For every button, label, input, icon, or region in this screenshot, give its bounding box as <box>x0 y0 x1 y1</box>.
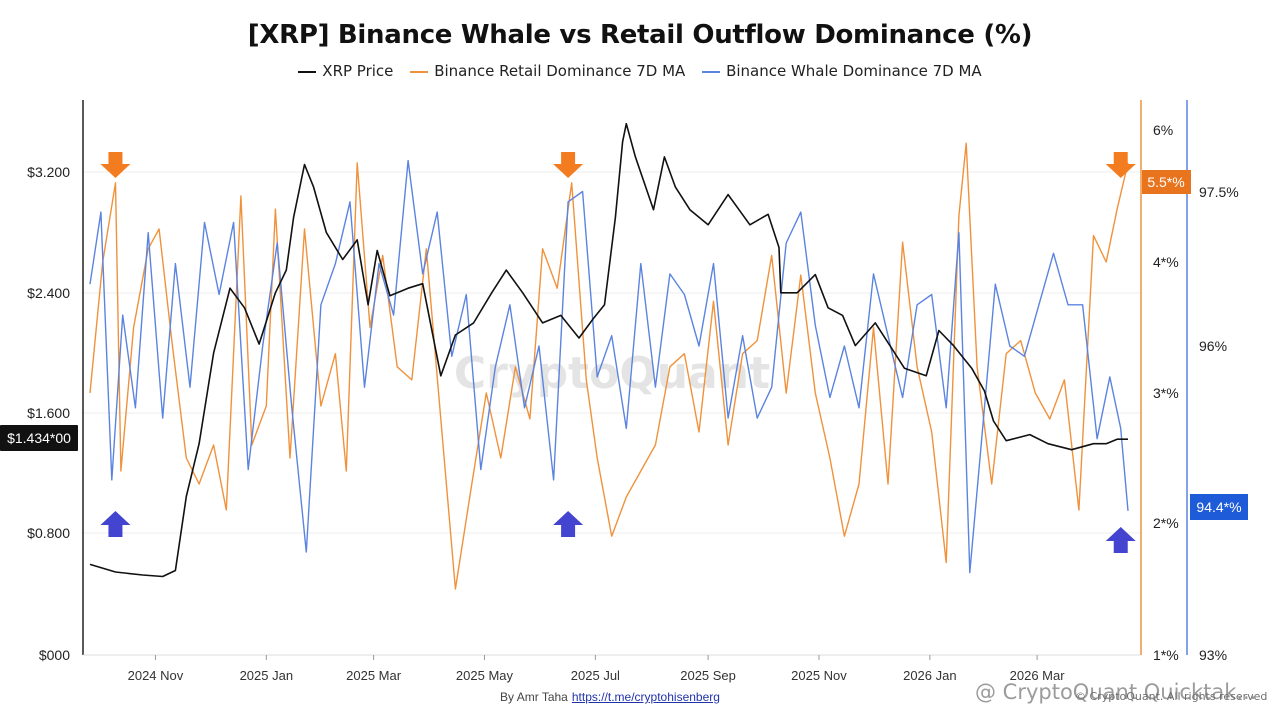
overlay-watermark: @ CryptoQuant Quicktak... © CryptoQuant.… <box>975 680 1267 704</box>
price-current-badge-text: $1.434*00 <box>7 430 71 446</box>
legend-swatch-retail <box>410 70 429 73</box>
byline-author: By Amr Taha <box>500 690 568 704</box>
retail-current-badge-text: 5.5*% <box>1147 174 1184 190</box>
left-tick-label-3: $2.400 <box>27 285 70 301</box>
left-tick-label-4: $3.200 <box>27 164 70 180</box>
retail-current-badge <box>1142 170 1191 194</box>
whale-current-badge-text: 94.4*% <box>1196 499 1241 515</box>
orange-down-arrow-2 <box>1105 152 1136 178</box>
whale-tick-label-1: 96% <box>1199 338 1227 354</box>
x-tick-label-8: 2026 Mar <box>1010 668 1066 683</box>
legend-swatch-whale <box>702 70 721 73</box>
left-tick-label-1: $0.800 <box>27 525 70 541</box>
orange-down-arrow-1 <box>553 152 584 178</box>
whale-current-badge <box>1190 494 1248 520</box>
x-tick-label-1: 2025 Jan <box>240 668 294 683</box>
blue-up-arrow-1 <box>553 511 584 537</box>
legend-item-retail[interactable]: Binance Retail Dominance 7D MA <box>410 62 685 80</box>
legend-item-price[interactable]: XRP Price <box>298 62 393 80</box>
left-tick-label-2: $1.600 <box>27 405 70 421</box>
series-line-retail <box>89 142 1129 590</box>
x-tick-label-7: 2026 Jan <box>903 668 957 683</box>
whale-tick-label-2: 97.5% <box>1199 184 1239 200</box>
legend-label-retail: Binance Retail Dominance 7D MA <box>434 62 686 80</box>
x-tick-label-6: 2025 Nov <box>791 668 847 683</box>
series-line-whale <box>89 159 1129 574</box>
price-current-badge <box>0 425 78 451</box>
legend-label-whale: Binance Whale Dominance 7D MA <box>726 62 982 80</box>
overlay-watermark-small: © CryptoQuant. All rights reserved <box>1075 690 1268 703</box>
retail-tick-label-0: 1*% <box>1153 647 1179 663</box>
overlay-watermark-text: @ CryptoQuant Quicktak... <box>975 680 1257 704</box>
legend-item-whale[interactable]: Binance Whale Dominance 7D MA <box>702 62 982 80</box>
x-tick-label-2: 2025 Mar <box>346 668 402 683</box>
blue-up-arrow-0 <box>100 511 131 537</box>
x-tick-label-5: 2025 Sep <box>680 668 736 683</box>
chart-legend: XRP Price Binance Retail Dominance 7D MA… <box>0 62 1280 80</box>
x-tick-label-4: 2025 Jul <box>571 668 620 683</box>
orange-down-arrow-0 <box>100 152 131 178</box>
retail-tick-label-4: 6% <box>1153 122 1173 138</box>
whale-tick-label-0: 93% <box>1199 647 1227 663</box>
chart-title: [XRP] Binance Whale vs Retail Outflow Do… <box>247 20 1033 50</box>
blue-up-arrow-2 <box>1105 527 1136 553</box>
retail-tick-label-2: 3*% <box>1153 385 1179 401</box>
retail-tick-label-1: 2*% <box>1153 515 1179 531</box>
legend-label-price: XRP Price <box>322 62 394 80</box>
center-watermark: CryptoQuant <box>454 348 770 399</box>
x-tick-label-3: 2025 May <box>456 668 514 683</box>
left-tick-label-0: $000 <box>39 647 70 663</box>
series-line-price <box>89 122 1128 578</box>
legend-swatch-price <box>298 70 317 73</box>
byline: By Amr Taha https://t.me/cryptohisenberg <box>0 690 1220 704</box>
retail-tick-label-3: 4*% <box>1153 254 1179 270</box>
x-tick-label-0: 2024 Nov <box>128 668 184 683</box>
byline-link[interactable]: https://t.me/cryptohisenberg <box>571 690 720 704</box>
